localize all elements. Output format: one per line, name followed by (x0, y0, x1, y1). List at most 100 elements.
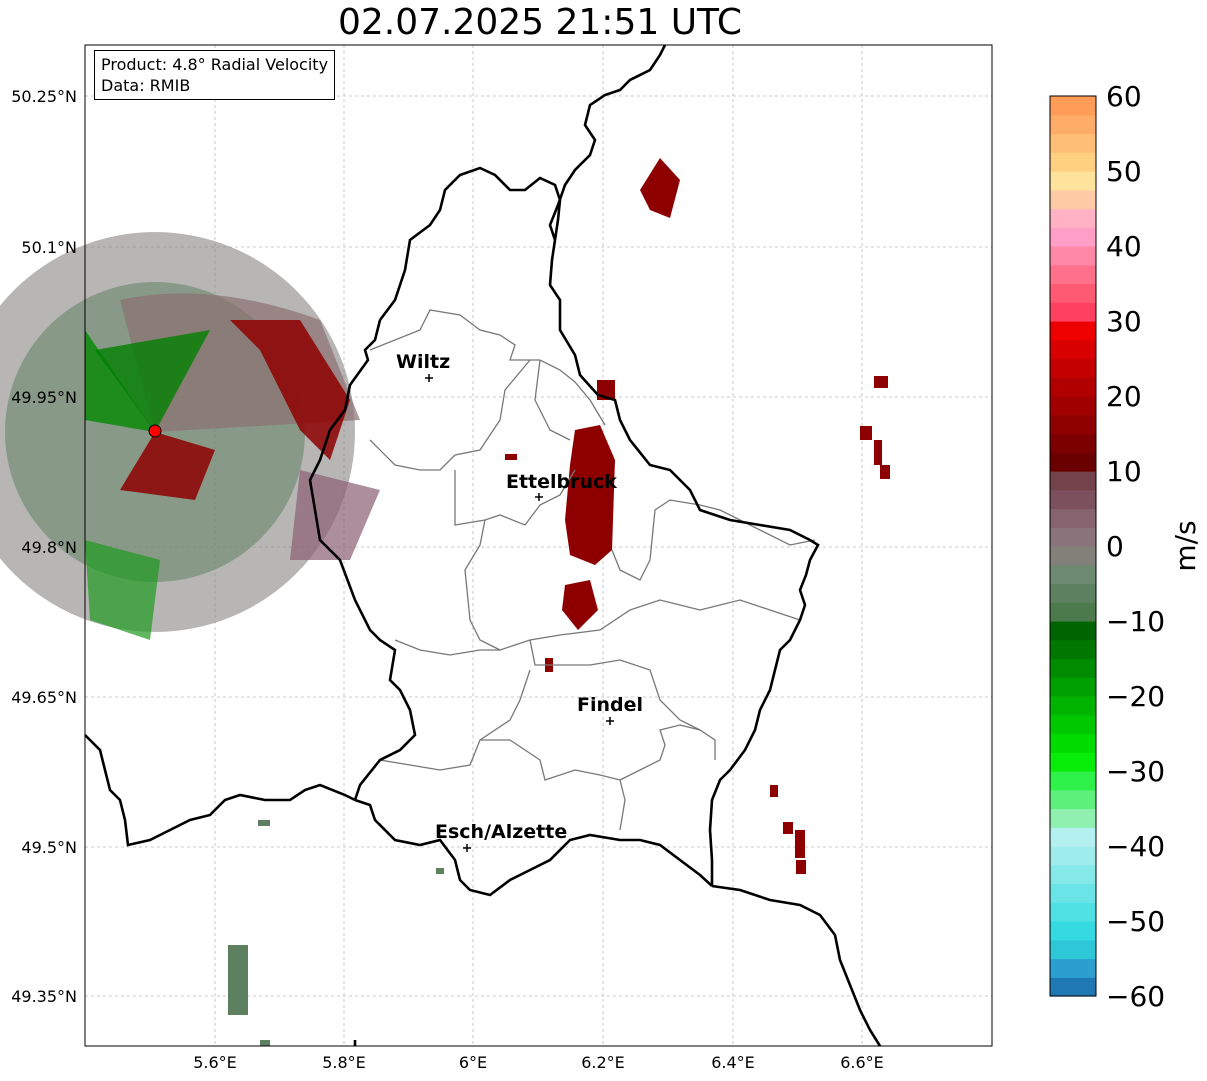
lon-tick-label: 6°E (459, 1053, 487, 1072)
canton-line (534, 359, 571, 441)
lat-tick-label: 49.5°N (21, 838, 77, 857)
canton-line (369, 359, 531, 471)
border-be-fr (84, 734, 356, 847)
echo-cell-green (260, 1040, 270, 1046)
echo-cell (860, 426, 872, 440)
echo-cell (795, 830, 805, 858)
border-lux-west-north (353, 166, 820, 1046)
colorbar-swatch (1050, 771, 1096, 791)
colorbar-swatch (1050, 321, 1096, 341)
border-lux-south (354, 798, 713, 897)
echo-cell (770, 785, 778, 797)
colorbar-swatch (1050, 658, 1096, 678)
colorbar-swatch (1050, 358, 1096, 378)
colorbar-swatch (1050, 227, 1096, 247)
canton-boundaries (369, 309, 816, 831)
colorbar-swatch (1050, 171, 1096, 191)
colorbar-tick-label: 60 (1106, 80, 1142, 113)
city-wiltz: Wiltz (396, 351, 450, 382)
colorbar-tick-label: 0 (1106, 530, 1124, 563)
colorbar-swatch (1050, 152, 1096, 172)
product-info-box: Product: 4.8° Radial Velocity Data: RMIB (94, 50, 336, 100)
colorbar-unit-label: m/s (1169, 520, 1202, 571)
colorbar-swatch (1050, 677, 1096, 697)
border-de-be (548, 44, 667, 241)
lat-tick-label: 50.1°N (21, 238, 77, 257)
colorbar-swatch (1050, 489, 1096, 510)
echo-cell (796, 860, 806, 874)
colorbar-tick-label: −50 (1106, 905, 1165, 938)
canton-line (464, 519, 801, 651)
lon-ticks: 5.6°E 5.8°E 6°E 6.2°E 6.4°E 6.6°E (193, 1053, 884, 1072)
echo-cell-green (436, 868, 444, 874)
lon-tick-label: 5.8°E (322, 1053, 366, 1072)
velocity-inbound-green (85, 540, 160, 640)
colorbar-swatch (1050, 414, 1096, 435)
colorbar-tick-label: −60 (1106, 980, 1165, 1013)
lon-tick-label: 6.4°E (711, 1053, 755, 1072)
colorbar-swatches (1050, 96, 1096, 997)
velocity-outbound-red (120, 432, 215, 500)
lat-tick-label: 50.25°N (11, 87, 77, 106)
colorbar-swatch (1050, 133, 1096, 153)
colorbar: 60 50 40 30 20 10 0 −10 −20 −30 −40 −50 … (1049, 80, 1202, 1013)
echo-cell (565, 425, 615, 565)
echo-cell-green (258, 820, 270, 826)
colorbar-border (1049, 95, 1097, 997)
colorbar-swatch (1050, 696, 1096, 716)
colorbar-swatch (1050, 527, 1096, 547)
echo-cell (505, 454, 517, 460)
colorbar-swatch (1050, 96, 1096, 116)
city-label: Ettelbruck (506, 471, 617, 493)
canton-line (619, 724, 701, 781)
colorbar-swatch (1050, 433, 1096, 453)
colorbar-swatch (1050, 339, 1096, 360)
colorbar-swatch (1050, 864, 1096, 885)
city-findel: Findel (577, 694, 643, 725)
colorbar-swatch (1050, 827, 1096, 847)
border-lux-west (308, 319, 417, 801)
colorbar-tick-label: −20 (1106, 680, 1165, 713)
colorbar-swatch (1050, 958, 1096, 978)
city-label: Findel (577, 694, 643, 716)
colorbar-swatch (1050, 808, 1096, 828)
product-label: Product: 4.8° Radial Velocity (101, 55, 329, 74)
colorbar-swatch (1050, 208, 1096, 228)
echo-cell-green (228, 945, 248, 1015)
colorbar-tick-label: 40 (1106, 230, 1142, 263)
echo-cell (562, 580, 598, 630)
colorbar-swatch (1050, 114, 1096, 135)
colorbar-swatch (1050, 264, 1096, 285)
colorbar-swatch (1050, 621, 1096, 641)
echo-cell (874, 440, 882, 465)
map-border (84, 44, 993, 1047)
echo-cell (880, 465, 890, 479)
border-de-fr (711, 884, 882, 1047)
canton-line (454, 469, 576, 526)
lat-tick-label: 49.95°N (11, 388, 77, 407)
colorbar-tick-label: −30 (1106, 755, 1165, 788)
echo-cell (640, 158, 680, 218)
colorbar-tick-label: 20 (1106, 380, 1142, 413)
colorbar-swatch (1050, 246, 1096, 266)
colorbar-swatch (1050, 639, 1096, 660)
colorbar-tick-label: 10 (1106, 455, 1142, 488)
colorbar-swatch (1050, 939, 1096, 960)
colorbar-tick-label: 30 (1106, 305, 1142, 338)
lat-tick-label: 49.65°N (11, 688, 77, 707)
echo-cell (874, 376, 888, 388)
national-borders (84, 44, 882, 1047)
colorbar-swatch (1050, 714, 1096, 735)
velocity-inbound-green (95, 330, 210, 432)
city-markers: Wiltz Ettelbruck Findel Esch/Alzette (396, 351, 643, 852)
radar-velocity-field (0, 232, 380, 640)
colorbar-swatch (1050, 564, 1096, 585)
lon-tick-label: 6.2°E (581, 1053, 625, 1072)
city-label: Esch/Alzette (435, 821, 567, 843)
city-label: Wiltz (396, 351, 450, 373)
colorbar-swatch (1050, 883, 1096, 903)
colorbar-swatch (1050, 977, 1096, 997)
canton-line (479, 669, 531, 741)
colorbar-swatch (1050, 752, 1096, 772)
